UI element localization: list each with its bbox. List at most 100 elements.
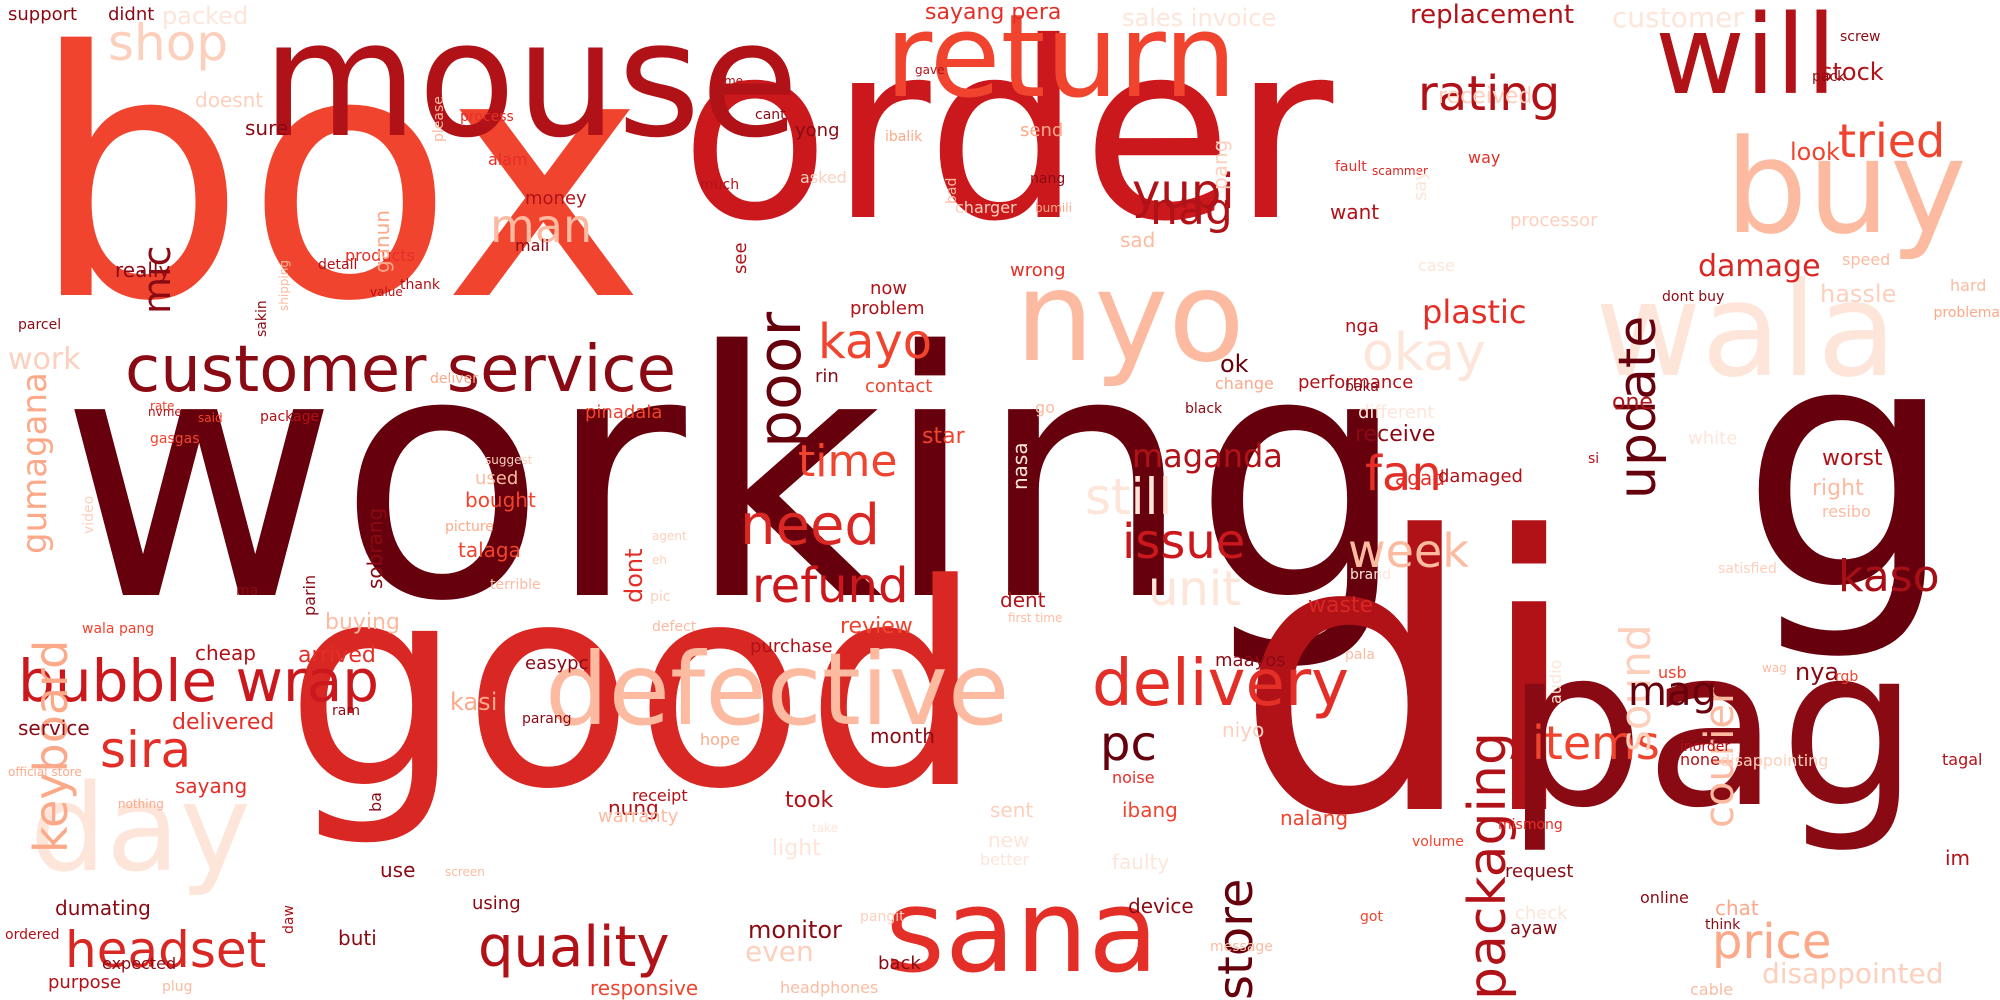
cloud-word: review	[840, 614, 913, 639]
cloud-word: agent	[652, 529, 687, 543]
cloud-word: first time	[1008, 611, 1063, 625]
cloud-word: shop	[108, 14, 229, 72]
cloud-word: faulty	[1112, 850, 1170, 874]
cloud-word: sure	[245, 116, 289, 140]
cloud-word: black	[1185, 401, 1223, 417]
cloud-word: contact	[865, 376, 933, 397]
cloud-word: nang	[1030, 171, 1066, 187]
cloud-word: asked	[800, 168, 847, 187]
cloud-word: now	[870, 278, 908, 299]
cloud-word: refund	[752, 558, 909, 614]
cloud-word: niyo	[1222, 718, 1265, 742]
cloud-word: nothing	[118, 797, 164, 811]
cloud-word: really	[115, 258, 171, 282]
cloud-word: online	[1640, 888, 1689, 907]
cloud-word: time	[798, 436, 898, 487]
cloud-word: hope	[700, 730, 740, 749]
cloud-word: monitor	[748, 916, 842, 944]
cloud-word: star	[922, 424, 965, 449]
cloud-word: nvme	[148, 405, 182, 419]
cloud-word: chat	[1715, 896, 1759, 920]
cloud-word: headset	[65, 921, 267, 979]
cloud-word: expected	[102, 954, 177, 973]
cloud-word: light	[772, 836, 821, 861]
cloud-word: way	[1468, 148, 1501, 167]
cloud-word: gasgas	[150, 431, 200, 447]
cloud-word: tagal	[1942, 750, 1983, 769]
cloud-word: keyboard	[24, 639, 78, 853]
cloud-word: package	[260, 409, 320, 425]
cloud-word: service	[18, 716, 90, 740]
cloud-word: agad	[1395, 466, 1445, 490]
cloud-word: dumating	[55, 896, 151, 920]
cloud-word: problema	[1933, 305, 2000, 321]
cloud-word: return	[885, 0, 1237, 124]
cloud-word: quality	[478, 915, 670, 980]
cloud-word: okay	[1362, 323, 1486, 383]
cloud-word: products	[345, 246, 415, 265]
cloud-word: fault	[1335, 159, 1367, 175]
cloud-word: picture	[445, 519, 494, 535]
cloud-word: came	[710, 74, 744, 88]
cloud-word: work	[8, 342, 81, 377]
cloud-word: buying	[325, 610, 400, 635]
cloud-word: will	[1655, 0, 1837, 119]
cloud-word: request	[1505, 861, 1574, 882]
cloud-word: nya	[1795, 658, 1840, 686]
cloud-word: cant	[755, 107, 786, 123]
cloud-word: warranty	[598, 806, 679, 827]
cloud-word: rate	[150, 399, 175, 413]
cloud-word: responsive	[590, 976, 699, 1000]
cloud-word: pack	[1812, 69, 1846, 85]
cloud-word: wag	[1762, 661, 1787, 675]
cloud-word: sad	[1120, 228, 1156, 252]
cloud-word: nalang	[1280, 806, 1349, 830]
cloud-word: better	[980, 850, 1029, 869]
cloud-word: mag	[1628, 669, 1717, 715]
cloud-word: disappointed	[1762, 957, 1944, 990]
cloud-word: back	[878, 953, 921, 974]
cloud-word: arrived	[298, 643, 376, 668]
cloud-word: yupi	[1132, 164, 1235, 220]
cloud-word: please	[431, 96, 447, 142]
cloud-word: wala	[1595, 254, 1897, 406]
cloud-word: maayos	[1215, 650, 1286, 671]
cloud-word: easypc	[525, 653, 589, 674]
cloud-word: disappointing	[1720, 751, 1829, 770]
cloud-word: didnt	[108, 4, 155, 25]
cloud-word: speed	[1842, 250, 1891, 269]
cloud-word: video	[81, 495, 97, 534]
cloud-word: charger	[955, 198, 1017, 217]
cloud-word: screen	[445, 865, 485, 879]
cloud-word: sana	[885, 865, 1159, 999]
cloud-word: man	[490, 199, 593, 253]
cloud-word: si	[1588, 451, 1600, 467]
cloud-word: got	[1360, 909, 1383, 925]
cloud-word: parin	[300, 574, 319, 616]
cloud-word: satisfied	[1718, 561, 1777, 577]
cloud-word: defective	[545, 631, 1010, 748]
cloud-word: month	[870, 724, 935, 748]
cloud-word: purchase	[750, 636, 833, 657]
cloud-word: take	[812, 821, 838, 835]
cloud-word: dont	[620, 548, 648, 603]
cloud-word: replacement	[1410, 0, 1575, 30]
cloud-word: use	[380, 858, 416, 882]
cloud-word: baka	[1345, 379, 1379, 395]
cloud-word: buy	[1725, 111, 1967, 263]
cloud-word: still	[1085, 468, 1173, 526]
cloud-word: used	[475, 468, 519, 489]
cloud-word: pic	[650, 589, 671, 605]
cloud-word: bumili	[1035, 201, 1072, 215]
cloud-word: ayaw	[1510, 918, 1558, 939]
cloud-word: di	[1235, 456, 1582, 899]
cloud-word: customer	[1612, 1, 1744, 34]
cloud-word: brand	[1350, 567, 1391, 583]
cloud-word: sayang	[175, 774, 248, 798]
cloud-word: received	[1438, 84, 1533, 109]
cloud-word: think	[1705, 917, 1741, 933]
cloud-word: kayo	[818, 314, 933, 370]
cloud-word: receipt	[632, 786, 688, 805]
cloud-word: ganun	[370, 210, 394, 273]
cloud-word: unit	[1148, 561, 1241, 617]
